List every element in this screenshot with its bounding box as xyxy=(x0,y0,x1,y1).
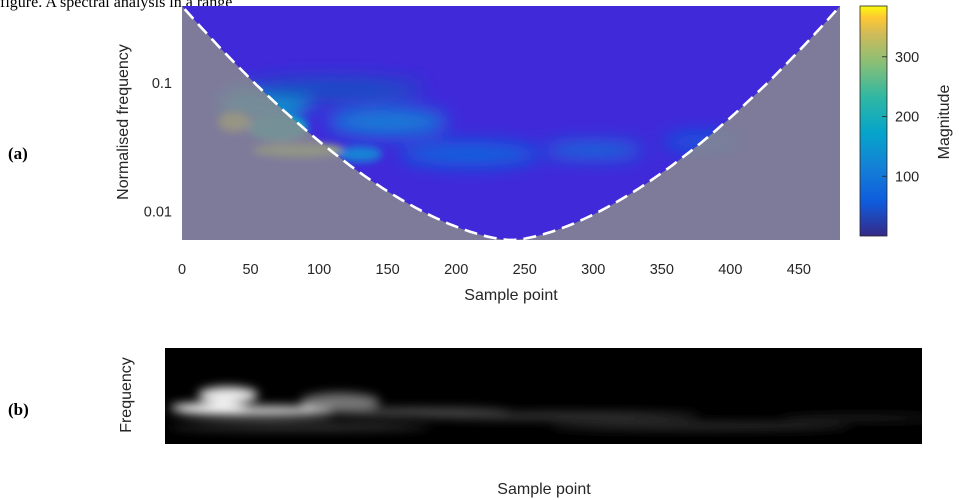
panel-b-label: (b) xyxy=(8,400,29,419)
panel-b-y-axis-label: Frequency xyxy=(118,357,135,433)
grayscale-spectrogram-panel: Frequency Sample point xyxy=(118,348,922,498)
colorbar-tick-label: 200 xyxy=(895,110,919,126)
y-axis-label: Normalised frequency xyxy=(115,44,132,200)
grayscale-energy-region xyxy=(780,415,922,421)
x-tick-label: 150 xyxy=(376,262,400,278)
colorbar xyxy=(859,5,888,237)
panel-a-label: (a) xyxy=(8,144,28,163)
x-axis-label: Sample point xyxy=(464,287,558,304)
spectral-energy-region xyxy=(242,77,423,102)
spectral-peak xyxy=(338,146,383,163)
colorbar-label: Magnitude xyxy=(936,85,953,160)
x-tick-label: 0 xyxy=(178,262,186,278)
panel-b-x-axis-label: Sample point xyxy=(497,481,591,498)
x-tick-label: 200 xyxy=(444,262,468,278)
x-tick-label: 50 xyxy=(242,262,258,278)
x-tick-label: 450 xyxy=(787,262,811,278)
cone-of-influence-line xyxy=(183,8,839,242)
colorbar-tick-label: 300 xyxy=(895,50,919,66)
grayscale-energy-region xyxy=(420,412,700,420)
grayscale-energy-region xyxy=(198,387,258,403)
grayscale-energy-region xyxy=(170,424,430,430)
x-tick-label: 300 xyxy=(581,262,605,278)
scalogram-panel: 0 50 100 150 200 250 300 350 400 450 0.1 0.01 Sampl… xyxy=(115,5,953,304)
x-tick-label: 100 xyxy=(307,262,331,278)
spectral-energy-region xyxy=(399,142,540,167)
cone-of-influence-shade xyxy=(182,6,840,240)
y-tick-label: 0.01 xyxy=(144,205,172,221)
grayscale-energy-region xyxy=(170,403,250,413)
x-tick-label: 350 xyxy=(650,262,674,278)
grayscale-energy-region xyxy=(550,422,850,430)
colorbar-tick-label: 100 xyxy=(895,169,919,185)
figure-caption: figure. A spectral analysis in a range xyxy=(0,0,233,11)
x-tick-label: 250 xyxy=(513,262,537,278)
spectral-energy-region xyxy=(327,107,448,136)
spectral-energy-region xyxy=(543,142,644,159)
x-tick-label: 400 xyxy=(718,262,742,278)
y-tick-label: 0.1 xyxy=(152,76,172,92)
grayscale-energy-region xyxy=(300,393,380,411)
